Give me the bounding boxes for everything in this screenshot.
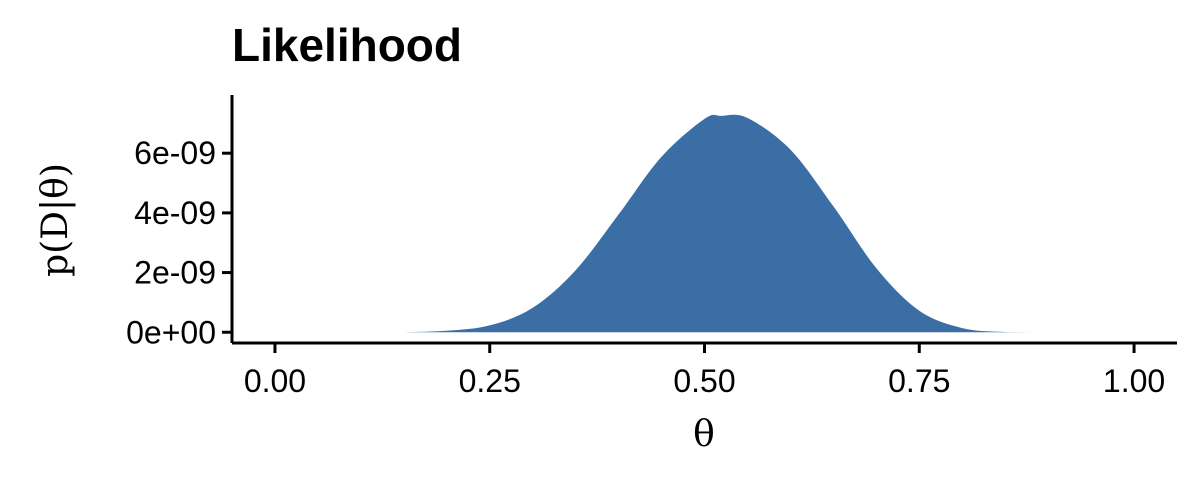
y-tick-label: 0e+00 (126, 314, 216, 350)
x-axis-title: θ (693, 414, 715, 455)
x-tick-label: 0.25 (459, 363, 521, 399)
likelihood-area-series-0 (275, 114, 1134, 333)
x-tick-label: 0.00 (244, 363, 306, 399)
chart-title: Likelihood (232, 19, 462, 71)
y-axis-title: p(D|θ) (35, 163, 76, 277)
y-tick-label: 4e-09 (134, 195, 216, 231)
y-axis: 0e+00 2e-09 4e-09 6e-09 (126, 135, 232, 350)
y-tick-label: 6e-09 (134, 135, 216, 171)
y-tick-label: 2e-09 (134, 255, 216, 291)
x-tick-label: 0.50 (673, 363, 735, 399)
x-tick-label: 0.75 (888, 363, 950, 399)
x-axis: 0.00 0.25 0.50 0.75 1.00 (244, 343, 1165, 399)
plot-area (275, 114, 1134, 333)
x-tick-label: 1.00 (1103, 363, 1165, 399)
